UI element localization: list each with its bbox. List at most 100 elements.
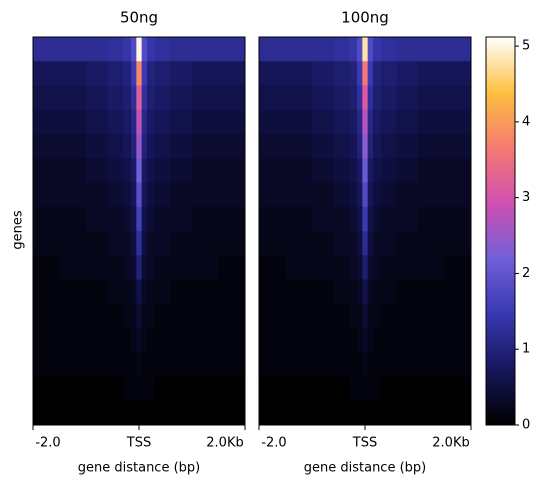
heatmap-cell xyxy=(380,61,398,86)
heatmap-cell xyxy=(86,37,108,62)
heatmap-cell xyxy=(380,328,398,353)
heatmap-cell xyxy=(357,255,363,280)
heatmap-cell xyxy=(192,303,219,329)
heatmap-cell xyxy=(141,400,148,426)
heatmap-cell xyxy=(312,376,334,402)
heatmap-cell xyxy=(141,231,148,256)
heatmap-cell xyxy=(367,85,374,111)
heatmap-cell xyxy=(362,206,369,232)
heatmap-cell xyxy=(131,134,137,159)
heatmap-cell xyxy=(444,231,472,256)
heatmap-cell xyxy=(146,376,156,402)
colorbar-tick-label: 1 xyxy=(522,342,530,357)
colorbar xyxy=(485,36,516,426)
heatmap-cell xyxy=(357,182,363,208)
panel-title: 50ng xyxy=(120,9,158,27)
heatmap-cell xyxy=(123,400,132,426)
heatmap-cell xyxy=(192,206,219,232)
heatmap-cell xyxy=(170,352,193,377)
heatmap-cell xyxy=(123,279,132,305)
heatmap-cell xyxy=(218,279,246,305)
heatmap-cell xyxy=(357,206,363,232)
heatmap-cell xyxy=(372,328,382,353)
heatmap-cell xyxy=(333,109,350,135)
heatmap-cell xyxy=(154,255,172,280)
heatmap-cell xyxy=(396,85,419,111)
heatmap-cell xyxy=(312,328,334,353)
heatmap-cell xyxy=(362,352,369,377)
heatmap-cell xyxy=(312,279,334,305)
heatmap-cell xyxy=(59,352,87,377)
heatmap-cell xyxy=(192,37,219,62)
heatmap-cell xyxy=(259,303,286,329)
heatmap-cell xyxy=(170,376,193,402)
heatmap-cell xyxy=(357,376,363,402)
heatmap-cell xyxy=(367,206,374,232)
heatmap-cell xyxy=(312,134,334,159)
heatmap-cell xyxy=(333,37,350,62)
heatmap-cell xyxy=(362,303,369,329)
heatmap-cell xyxy=(136,158,143,183)
heatmap-cell xyxy=(333,158,350,183)
heatmap-cell xyxy=(170,182,193,208)
heatmap-cell xyxy=(154,206,172,232)
heatmap-cell xyxy=(380,109,398,135)
heatmap-cell xyxy=(357,158,363,183)
heatmap-cell xyxy=(33,400,60,426)
heatmap-cell xyxy=(86,328,108,353)
heatmap-cell xyxy=(146,352,156,377)
heatmap-cell xyxy=(33,109,60,135)
heatmap-cell xyxy=(192,109,219,135)
heatmap-cell xyxy=(357,400,363,426)
heatmap-cell xyxy=(444,255,472,280)
heatmap-cell xyxy=(362,109,369,135)
heatmap-cell xyxy=(380,231,398,256)
heatmap-cell xyxy=(146,206,156,232)
heatmap-cell xyxy=(285,279,313,305)
heatmap-cell xyxy=(170,206,193,232)
heatmap-cell xyxy=(59,303,87,329)
heatmap-cell xyxy=(123,37,132,62)
heatmap-cell xyxy=(86,109,108,135)
heatmap-cell xyxy=(285,85,313,111)
heatmap-cell xyxy=(285,328,313,353)
heatmap-cell xyxy=(131,352,137,377)
heatmap-cell xyxy=(33,37,60,62)
heatmap-cell xyxy=(170,231,193,256)
heatmap-cell xyxy=(396,134,419,159)
heatmap-cell xyxy=(136,206,143,232)
heatmap-cell xyxy=(367,352,374,377)
heatmap-cell xyxy=(141,85,148,111)
heatmap-cell xyxy=(33,206,60,232)
heatmap-cell xyxy=(154,85,172,111)
heatmap-cell xyxy=(123,231,132,256)
heatmap-cell xyxy=(259,158,286,183)
heatmap-cell xyxy=(218,206,246,232)
heatmap-cell xyxy=(170,158,193,183)
heatmap-cell xyxy=(107,352,124,377)
heatmap-cell xyxy=(154,400,172,426)
heatmap-cell xyxy=(86,303,108,329)
heatmap-cell xyxy=(107,279,124,305)
heatmap-cell xyxy=(141,158,148,183)
heatmap-cell xyxy=(380,303,398,329)
heatmap-cell xyxy=(107,255,124,280)
heatmap-cell xyxy=(285,255,313,280)
heatmap-cell xyxy=(285,158,313,183)
heatmap-cell xyxy=(259,61,286,86)
heatmap-cell xyxy=(418,61,445,86)
heatmap-cell xyxy=(444,376,472,402)
heatmap-cell xyxy=(333,328,350,353)
heatmap-cell xyxy=(418,279,445,305)
heatmap-cell xyxy=(33,279,60,305)
heatmap-cell xyxy=(396,376,419,402)
heatmap-cell xyxy=(357,109,363,135)
heatmap-cell xyxy=(312,206,334,232)
heatmap-cell xyxy=(349,279,358,305)
colorbar-tick-label: 2 xyxy=(522,266,530,281)
heatmap-cell xyxy=(146,37,156,62)
heatmap-cell xyxy=(131,231,137,256)
heatmap-cell xyxy=(362,61,369,86)
heatmap-cell xyxy=(349,352,358,377)
